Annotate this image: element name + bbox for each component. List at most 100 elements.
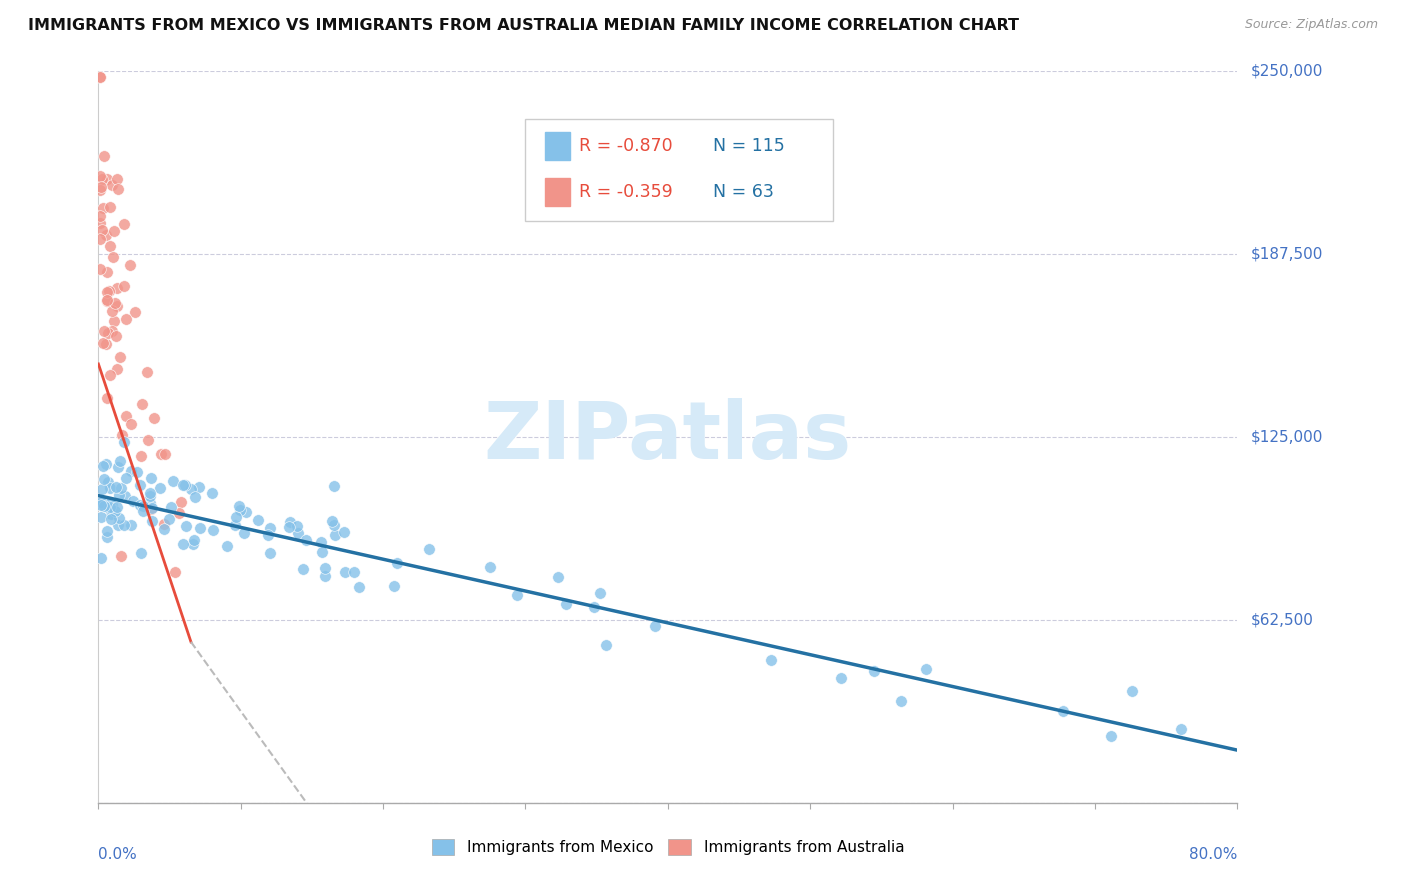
Point: [235, 505, 257, 519]
Point: [112, 434, 135, 449]
Point: [138, 434, 160, 448]
Text: 80.0%: 80.0%: [1189, 847, 1237, 862]
Point: [187, 480, 209, 494]
Point: [90, 498, 112, 512]
Point: [184, 490, 207, 504]
Point: [91, 482, 114, 496]
Point: [101, 178, 124, 193]
Point: [96, 293, 118, 307]
Point: [332, 524, 354, 539]
Point: [115, 470, 138, 484]
Point: [105, 281, 128, 295]
Point: [89, 70, 111, 85]
Point: [229, 503, 252, 517]
Point: [321, 514, 343, 528]
Point: [129, 477, 152, 491]
Point: [174, 518, 197, 533]
Point: [93, 201, 115, 215]
Point: [1121, 684, 1143, 698]
Point: [89, 232, 111, 246]
Point: [582, 600, 605, 615]
Point: [93, 499, 115, 513]
Point: [91, 171, 114, 186]
Point: [96, 293, 118, 308]
Point: [96, 337, 118, 351]
Point: [122, 494, 145, 508]
Point: [228, 499, 250, 513]
Point: [91, 336, 114, 351]
Point: [98, 500, 121, 514]
Point: [215, 540, 238, 554]
Point: [101, 250, 124, 264]
Point: [280, 515, 302, 529]
Point: [112, 217, 135, 231]
Point: [94, 227, 117, 242]
Point: [644, 619, 666, 633]
Point: [94, 458, 117, 472]
Point: [108, 453, 131, 467]
Point: [97, 284, 120, 298]
Point: [1099, 729, 1122, 743]
Point: [120, 417, 142, 432]
Point: [287, 526, 309, 541]
Point: [232, 525, 254, 540]
Text: $187,500: $187,500: [1251, 247, 1323, 261]
Point: [256, 527, 278, 541]
Point: [89, 216, 111, 230]
Point: [259, 520, 281, 534]
Point: [105, 329, 128, 343]
Point: [343, 565, 366, 579]
Point: [142, 411, 165, 425]
Text: $62,500: $62,500: [1251, 613, 1315, 627]
Point: [167, 507, 190, 521]
Point: [149, 447, 172, 461]
Point: [149, 481, 172, 495]
Point: [90, 179, 112, 194]
Point: [120, 258, 142, 272]
Point: [589, 586, 612, 600]
Point: [107, 182, 129, 196]
Point: [107, 518, 129, 533]
Point: [132, 503, 155, 517]
Point: [98, 481, 121, 495]
Point: [132, 499, 155, 513]
Point: [100, 368, 122, 383]
Bar: [546, 178, 569, 206]
Point: [89, 70, 111, 85]
Point: [138, 489, 160, 503]
Point: [93, 149, 115, 163]
Point: [108, 511, 131, 525]
Point: [104, 296, 127, 310]
Point: [1052, 704, 1074, 718]
Point: [323, 528, 346, 542]
Point: [382, 579, 405, 593]
FancyBboxPatch shape: [526, 119, 832, 221]
Point: [90, 495, 112, 509]
Point: [385, 556, 408, 570]
Legend: Immigrants from Mexico, Immigrants from Australia: Immigrants from Mexico, Immigrants from …: [426, 833, 910, 861]
Point: [174, 477, 197, 491]
Point: [547, 569, 569, 583]
Point: [159, 500, 181, 514]
Point: [314, 561, 336, 575]
Point: [105, 172, 128, 186]
Point: [98, 495, 121, 509]
Point: [97, 326, 120, 340]
Point: [830, 671, 852, 685]
Point: [89, 169, 111, 183]
Point: [478, 560, 501, 574]
Point: [114, 489, 136, 503]
Point: [314, 569, 336, 583]
Point: [103, 314, 125, 328]
Point: [110, 549, 132, 564]
Point: [554, 597, 576, 611]
Point: [157, 511, 180, 525]
Point: [96, 530, 118, 544]
Point: [93, 324, 115, 338]
Text: R = -0.359: R = -0.359: [579, 183, 672, 201]
Point: [141, 501, 163, 516]
Point: [98, 200, 121, 214]
Point: [115, 409, 138, 423]
Point: [128, 498, 150, 512]
Point: [127, 465, 149, 479]
